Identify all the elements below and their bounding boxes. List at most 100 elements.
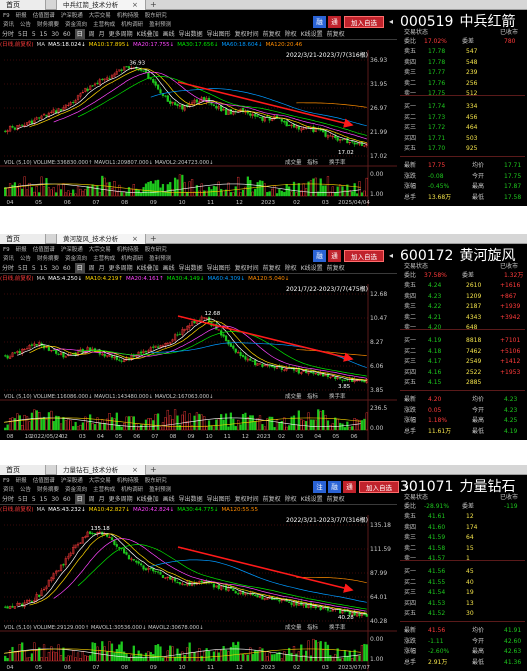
period-button[interactable]: 15 (39, 31, 48, 38)
collapse-arrow-icon[interactable]: ◂ (403, 482, 408, 491)
period-button[interactable]: 导出数据 (178, 31, 203, 38)
tag-button[interactable]: 融 (313, 16, 326, 28)
vol-mode-button[interactable]: 成交量 (285, 623, 302, 631)
period-button[interactable]: 60 (62, 496, 71, 503)
period-button[interactable]: K线叠加 (136, 265, 159, 272)
menu-item[interactable]: 大宗交易 (88, 247, 111, 253)
close-icon[interactable]: × (132, 235, 138, 243)
period-button[interactable]: 前复权 (262, 496, 281, 503)
menu-item[interactable]: 研报 (15, 13, 27, 19)
period-button[interactable]: K线设置 (300, 265, 323, 272)
menu-item[interactable]: 盈利预测 (149, 256, 172, 262)
period-button[interactable]: 前复权 (326, 496, 345, 503)
period-button[interactable]: 30 (51, 496, 59, 503)
period-button[interactable]: 除权 (284, 265, 297, 272)
vol-mode-button[interactable]: 换手率 (329, 158, 346, 166)
tag-button[interactable]: 通 (328, 250, 341, 262)
period-button[interactable]: 画线 (162, 31, 175, 38)
kline-chart[interactable]: 12.68 10.47 8.27 6.06 3.85 12.68 3.85 VOL (5,10… (0, 284, 397, 440)
menu-item[interactable]: 资金流向 (65, 22, 88, 28)
kline-chart[interactable]: 36.93 31.95 26.97 21.99 17.02 36.93 17.02 VOL (… (0, 50, 397, 206)
tab-technical-analysis[interactable]: 中兵红箭_技术分析 (56, 0, 146, 10)
period-button[interactable]: 分时 (2, 265, 15, 272)
period-button[interactable]: 画线 (162, 496, 175, 503)
period-button[interactable]: 导出图形 (206, 496, 231, 503)
menu-item[interactable]: 主营构成 (93, 256, 116, 262)
tag-button[interactable]: 融 (328, 481, 341, 493)
menu-item[interactable]: 机构调研 (121, 256, 144, 262)
period-button[interactable]: 周 (88, 31, 95, 38)
menu-item[interactable]: 估值图谱 (32, 247, 55, 253)
period-button[interactable]: 周 (88, 265, 95, 272)
period-button[interactable]: K线叠加 (136, 496, 159, 503)
menu-item[interactable]: 公告 (20, 22, 32, 28)
period-button[interactable]: 15 (39, 265, 48, 272)
period-button[interactable]: 前复权 (326, 265, 345, 272)
menu-item[interactable]: 机构调研 (121, 22, 144, 28)
period-button[interactable]: 前复权 (326, 31, 345, 38)
menu-item[interactable]: 沪深股通 (60, 13, 83, 19)
period-button[interactable]: 前复权 (262, 31, 281, 38)
period-button[interactable]: 复权时间 (234, 265, 259, 272)
menu-item[interactable]: 财务摘要 (37, 256, 60, 262)
menu-item[interactable]: 公告 (20, 256, 32, 262)
menu-item[interactable]: 机构调研 (121, 487, 144, 493)
period-button[interactable]: 分时 (2, 31, 15, 38)
close-icon[interactable]: × (132, 466, 138, 474)
period-button[interactable]: 月 (98, 496, 105, 503)
period-button[interactable]: 60 (62, 265, 71, 272)
period-button[interactable]: 月 (98, 265, 105, 272)
menu-item[interactable]: 机构持股 (116, 247, 139, 253)
vol-mode-button[interactable]: 指标 (307, 623, 319, 631)
menu-item[interactable]: 沪深股通 (60, 478, 83, 484)
menu-item[interactable]: 机构持股 (116, 478, 139, 484)
period-button[interactable]: 日 (74, 263, 85, 273)
vol-mode-button[interactable]: 成交量 (285, 158, 302, 166)
menu-item[interactable]: 资金流向 (65, 256, 88, 262)
collapse-arrow-icon[interactable]: ◂ (388, 17, 393, 26)
menu-item[interactable]: 大宗交易 (88, 13, 111, 19)
period-button[interactable]: K线设置 (300, 496, 323, 503)
period-button[interactable]: 导出数据 (178, 265, 203, 272)
tag-button[interactable]: 通 (343, 481, 356, 493)
kline-chart[interactable]: 135.18 111.59 87.99 64.01 40.28 135.18 40.28 VO… (0, 515, 397, 671)
menu-item[interactable]: F9 (3, 247, 10, 253)
period-button[interactable]: 30 (51, 265, 59, 272)
add-watchlist-button[interactable]: 加入自选 (359, 481, 399, 493)
menu-item[interactable]: 资讯 (3, 22, 15, 28)
period-button[interactable]: K线叠加 (136, 31, 159, 38)
period-button[interactable]: 5 (31, 496, 36, 503)
period-button[interactable]: 除权 (284, 31, 297, 38)
tab-technical-analysis[interactable]: 力量钻石_技术分析 (56, 465, 146, 475)
tag-button[interactable]: 注 (313, 481, 326, 493)
vol-mode-button[interactable]: 指标 (307, 158, 319, 166)
period-button[interactable]: 月 (98, 31, 105, 38)
period-button[interactable]: 更多周期 (108, 265, 133, 272)
period-button[interactable]: 导出数据 (178, 496, 203, 503)
menu-item[interactable]: 研报 (15, 478, 27, 484)
menu-item[interactable]: 主营构成 (93, 22, 116, 28)
menu-item[interactable]: 资讯 (3, 256, 15, 262)
menu-item[interactable]: F9 (3, 478, 10, 484)
menu-item[interactable]: 股东研究 (144, 247, 167, 253)
tab-home[interactable]: 首页 (0, 465, 46, 475)
menu-item[interactable]: 财务摘要 (37, 487, 60, 493)
menu-item[interactable]: 资金流向 (65, 487, 88, 493)
menu-item[interactable]: 股东研究 (144, 478, 167, 484)
period-button[interactable]: 画线 (162, 265, 175, 272)
period-button[interactable]: 5日 (18, 496, 28, 503)
menu-item[interactable]: 沪深股通 (60, 247, 83, 253)
period-button[interactable]: 复权时间 (234, 31, 259, 38)
period-button[interactable]: 日 (74, 494, 85, 504)
period-button[interactable]: 导出图形 (206, 265, 231, 272)
tag-button[interactable]: 融 (313, 250, 326, 262)
menu-item[interactable]: 股东研究 (144, 13, 167, 19)
period-button[interactable]: K线设置 (300, 31, 323, 38)
vol-mode-button[interactable]: 指标 (307, 392, 319, 400)
new-tab-icon[interactable]: + (150, 0, 157, 9)
menu-item[interactable]: 研报 (15, 247, 27, 253)
tab-home[interactable]: 首页 (0, 0, 46, 10)
menu-item[interactable]: 盈利预测 (149, 487, 172, 493)
period-button[interactable]: 前复权 (262, 265, 281, 272)
menu-item[interactable]: 大宗交易 (88, 478, 111, 484)
